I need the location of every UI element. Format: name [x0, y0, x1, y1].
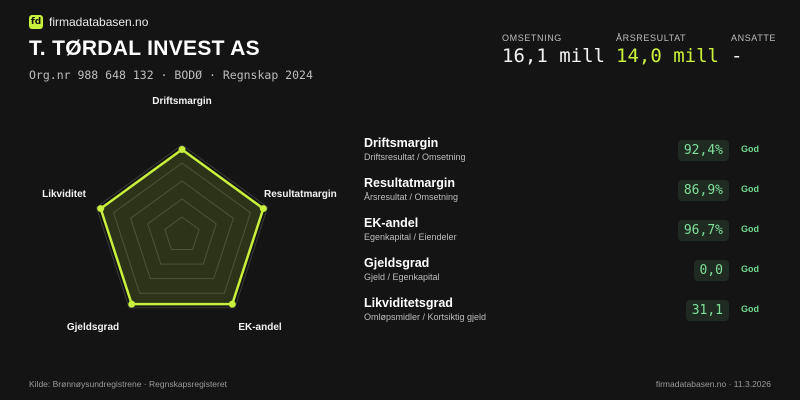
- metric-name: Resultatmargin: [364, 176, 455, 190]
- radar-label-ek-andel: EK-andel: [238, 322, 282, 333]
- company-meta-line: Org.nr 988 648 132 · BODØ · Regnskap 202…: [29, 68, 313, 82]
- metric-formula: Gjeld / Egenkapital: [364, 272, 440, 282]
- status-badge: God: [741, 304, 759, 314]
- brand-name[interactable]: firmadatabasen.no: [49, 15, 149, 29]
- metric-value: 0,0: [693, 260, 729, 281]
- radar-grid-ring: [112, 162, 252, 294]
- metric-formula: Årsresultat / Omsetning: [364, 192, 459, 202]
- metric-name: Driftsmargin: [364, 136, 439, 150]
- status-badge: God: [741, 224, 759, 234]
- radar-grid-ring: [95, 144, 269, 309]
- kpi-omsetning: OMSETNING 16,1 mill: [502, 33, 605, 67]
- metrics-list: Driftsmargin Driftsresultat / Omsetning …: [364, 136, 767, 336]
- metric-name: Gjeldsgrad: [364, 256, 430, 270]
- radar-grid-ring: [164, 216, 200, 251]
- metric-row-driftsmargin: Driftsmargin Driftsresultat / Omsetning …: [364, 136, 767, 176]
- metric-row-gjeldsgrad: Gjeldsgrad Gjeld / Egenkapital 0,0 God: [364, 256, 767, 296]
- metric-formula: Driftsresultat / Omsetning: [364, 152, 466, 162]
- footer-site-date[interactable]: firmadatabasen.no · 11.3.2026: [655, 379, 771, 389]
- brand[interactable]: fd firmadatabasen.no: [29, 15, 148, 29]
- radar-grid-ring: [147, 198, 217, 265]
- radar-chart: Driftsmargin Resultatmargin EK-andel Gje…: [42, 96, 337, 333]
- radar-label-resultatmargin: Resultatmargin: [264, 189, 337, 200]
- radar-point: [178, 146, 186, 153]
- radar-area: [99, 148, 265, 306]
- metric-row-ek-andel: EK-andel Egenkapital / Eiendeler 96,7% G…: [364, 216, 767, 256]
- metric-value: 31,1: [685, 300, 729, 321]
- metric-name: Likviditetsgrad: [364, 296, 453, 310]
- kpi-label: ÅRSRESULTAT: [616, 33, 687, 43]
- metric-row-likviditetsgrad: Likviditetsgrad Omløpsmidler / Kortsikti…: [364, 296, 767, 336]
- radar-label-driftsmargin: Driftsmargin: [152, 96, 211, 107]
- kpi-value: 16,1 mill: [502, 45, 605, 67]
- metric-name: EK-andel: [364, 216, 419, 230]
- radar-point: [228, 300, 236, 308]
- brand-logo-icon: fd: [29, 15, 43, 29]
- status-badge: God: [741, 184, 759, 194]
- metric-formula: Omløpsmidler / Kortsiktig gjeld: [364, 312, 487, 322]
- radar-point: [259, 205, 267, 213]
- radar-point: [128, 300, 136, 308]
- metric-value: 96,7%: [677, 220, 729, 241]
- status-badge: God: [741, 264, 759, 274]
- kpi-arsresultat: ÅRSRESULTAT 14,0 mill: [616, 33, 719, 67]
- radar-grid: [95, 144, 269, 309]
- metric-value: 92,4%: [677, 140, 729, 161]
- metric-row-resultatmargin: Resultatmargin Årsresultat / Omsetning 8…: [364, 176, 767, 216]
- radar-points: [97, 146, 267, 308]
- radar-grid-ring: [130, 180, 234, 280]
- metric-value: 86,9%: [677, 180, 729, 201]
- metric-formula: Egenkapital / Eiendeler: [364, 232, 457, 242]
- company-name: T. TØRDAL INVEST AS: [29, 37, 260, 60]
- radar-label-likviditet: Likviditet: [42, 189, 87, 200]
- radar-point: [97, 205, 105, 213]
- kpi-label: OMSETNING: [502, 33, 562, 43]
- kpi-value: -: [731, 45, 743, 67]
- kpi-value: 14,0 mill: [616, 45, 719, 67]
- radar-label-gjeldsgrad: Gjeldsgrad: [67, 322, 119, 333]
- kpi-label: ANSATTE: [731, 33, 777, 43]
- footer-source: Kilde: Brønnøysundregistrene · Regnskaps…: [29, 379, 227, 389]
- kpi-ansatte: ANSATTE -: [731, 33, 776, 67]
- status-badge: God: [741, 144, 759, 154]
